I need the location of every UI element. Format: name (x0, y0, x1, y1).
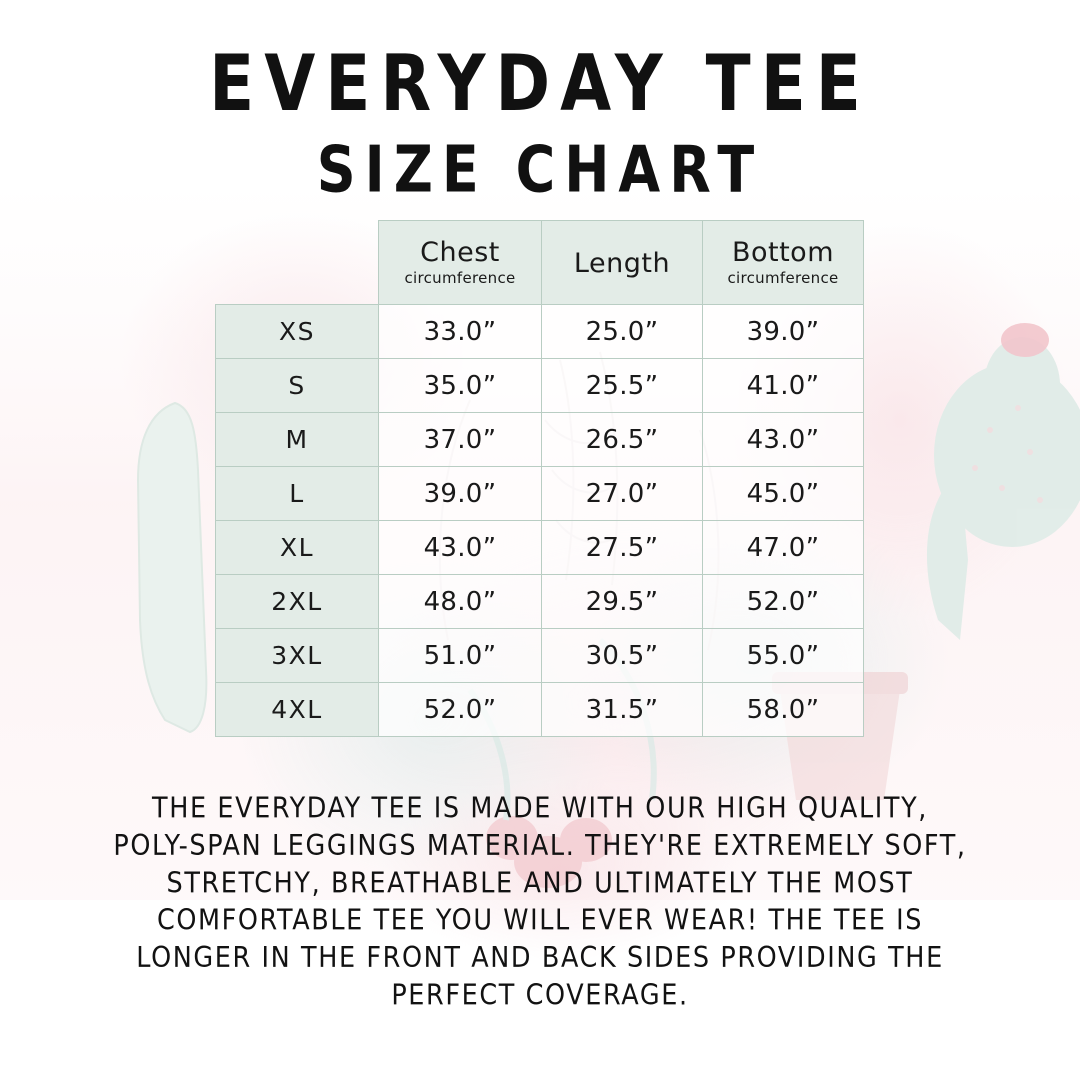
measurement-cell-bottom: 58.0” (702, 682, 864, 737)
measurement-cell-bottom: 39.0” (702, 304, 864, 359)
description-line: POLY-SPAN LEGGINGS MATERIAL. THEY'RE EXT… (113, 829, 967, 863)
table-row: M 37.0” 26.5” 43.0” (215, 412, 864, 467)
measurement-cell-bottom: 47.0” (702, 520, 864, 575)
column-header-chest-sublabel: circumference (404, 269, 516, 288)
table-row: XS 33.0” 25.0” 39.0” (215, 304, 864, 359)
table-body: XS 33.0” 25.0” 39.0” S 35.0” 25.5” 41.0” M 37.0” 2… (215, 304, 864, 737)
measurement-cell-length: 30.5” (541, 628, 703, 683)
description-line: COMFORTABLE TEE YOU WILL EVER WEAR! THE … (156, 904, 924, 938)
table-header: Chest circumference Length Bottom circum… (216, 220, 864, 305)
column-header-chest: Chest circumference (378, 220, 542, 305)
table-header-row: Chest circumference Length Bottom circum… (216, 220, 864, 305)
measurement-cell-length: 31.5” (541, 682, 703, 737)
measurement-cell-length: 27.5” (541, 520, 703, 575)
measurement-cell-chest: 48.0” (378, 574, 542, 629)
table-row: 4XL 52.0” 31.5” 58.0” (215, 682, 864, 737)
measurement-cell-length: 25.0” (541, 304, 703, 359)
size-label-cell: L (215, 466, 379, 521)
measurement-cell-bottom: 45.0” (702, 466, 864, 521)
measurement-cell-length: 27.0” (541, 466, 703, 521)
measurement-cell-chest: 51.0” (378, 628, 542, 683)
table-row: XL 43.0” 27.5” 47.0” (215, 520, 864, 575)
table-row: 2XL 48.0” 29.5” 52.0” (215, 574, 864, 629)
measurement-cell-chest: 39.0” (378, 466, 542, 521)
table-row: S 35.0” 25.5” 41.0” (215, 358, 864, 413)
page-title-block: EVERYDAY TEE SIZE CHART (0, 38, 1080, 203)
measurement-cell-bottom: 55.0” (702, 628, 864, 683)
column-header-length: Length (541, 220, 703, 305)
measurement-cell-bottom: 52.0” (702, 574, 864, 629)
size-label-cell: XL (215, 520, 379, 575)
column-header-bottom: Bottom circumference (702, 220, 864, 305)
description-line: PERFECT COVERAGE. (391, 979, 689, 1013)
table-corner-cell (216, 221, 379, 305)
measurement-cell-length: 25.5” (541, 358, 703, 413)
column-header-bottom-label: Bottom (731, 237, 835, 269)
size-label-cell: S (215, 358, 379, 413)
description-line: THE EVERYDAY TEE IS MADE WITH OUR HIGH Q… (152, 792, 928, 826)
size-chart-table: Chest circumference Length Bottom circum… (215, 220, 864, 737)
description-line: LONGER IN THE FRONT AND BACK SIDES PROVI… (136, 941, 944, 975)
page-title: EVERYDAY TEE (209, 38, 871, 129)
measurement-cell-chest: 37.0” (378, 412, 542, 467)
measurement-cell-chest: 43.0” (378, 520, 542, 575)
table-row: L 39.0” 27.0” 45.0” (215, 466, 864, 521)
measurement-cell-bottom: 41.0” (702, 358, 864, 413)
measurement-cell-chest: 52.0” (378, 682, 542, 737)
column-header-chest-label: Chest (420, 237, 500, 269)
measurement-cell-chest: 35.0” (378, 358, 542, 413)
page-subtitle: SIZE CHART (316, 132, 764, 207)
size-label-cell: M (215, 412, 379, 467)
measurement-cell-length: 26.5” (541, 412, 703, 467)
product-description: THE EVERYDAY TEE IS MADE WITH OUR HIGH Q… (90, 790, 990, 1014)
size-label-cell: 4XL (215, 682, 379, 737)
table-row: 3XL 51.0” 30.5” 55.0” (215, 628, 864, 683)
description-line: STRETCHY, BREATHABLE AND ULTIMATELY THE … (166, 867, 914, 900)
column-header-bottom-sublabel: circumference (727, 269, 839, 288)
size-label-cell: XS (215, 304, 379, 359)
size-label-cell: 2XL (215, 574, 379, 629)
column-header-length-label: Length (573, 247, 671, 279)
measurement-cell-bottom: 43.0” (702, 412, 864, 467)
measurement-cell-length: 29.5” (541, 574, 703, 629)
size-label-cell: 3XL (215, 628, 379, 683)
measurement-cell-chest: 33.0” (378, 304, 542, 359)
